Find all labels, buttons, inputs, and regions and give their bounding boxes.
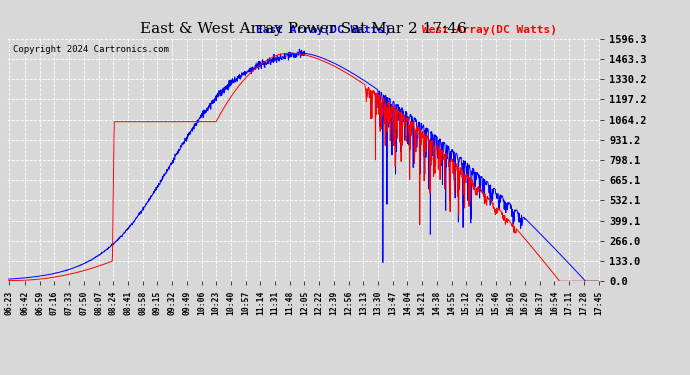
Text: Copyright 2024 Cartronics.com: Copyright 2024 Cartronics.com <box>13 45 169 54</box>
Text: East Array(DC Watts): East Array(DC Watts) <box>256 25 391 35</box>
Title: East & West Array Power Sat Mar 2 17:46: East & West Array Power Sat Mar 2 17:46 <box>140 22 467 36</box>
Text: West Array(DC Watts): West Array(DC Watts) <box>422 25 558 35</box>
